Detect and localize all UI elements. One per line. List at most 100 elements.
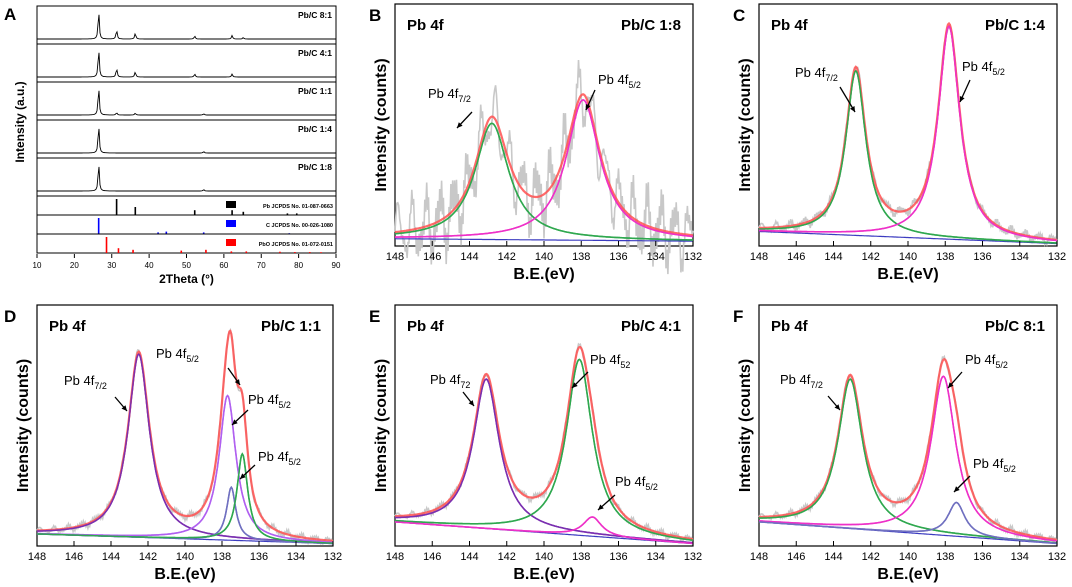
annotation-arrowhead	[598, 504, 604, 510]
x-tick-label: 140	[899, 551, 917, 563]
x-tick-label: 148	[750, 551, 768, 563]
x-tick-label: 144	[824, 251, 842, 263]
x-tick-label: 148	[750, 251, 768, 263]
x-tick-label: 146	[787, 251, 805, 263]
x-tick-label: 146	[423, 551, 441, 563]
x-tick-label: 142	[139, 551, 157, 563]
peak-annotation: Pb 4f5/2	[248, 392, 291, 410]
x-axis-title: B.E.(eV)	[877, 566, 938, 583]
fit-component-line-top	[394, 516, 694, 545]
background-line	[395, 238, 693, 242]
panel-b: B 148 146 144 142 140 138 136 134 132 B.E.(eV) Inte…	[369, 3, 702, 283]
xrd-series-label: Pb/C 1:1	[298, 86, 332, 96]
raw-data-line	[36, 327, 334, 546]
annotation-arrowhead	[959, 96, 965, 102]
xrd-ref-legend-swatch	[226, 239, 236, 246]
fit-component-line-top	[759, 375, 1058, 542]
plot-frame	[758, 3, 1058, 247]
xrd-ref-label: C JCPDS No. 00-026-1080	[266, 223, 333, 229]
raw-data-line	[758, 23, 1058, 247]
x-tick-label: 134	[287, 551, 305, 563]
xrd-strip-frame	[36, 119, 337, 159]
xrd-strip-frame	[36, 5, 337, 45]
x-tick-label: 132	[684, 551, 702, 563]
annotation-arrowhead	[850, 106, 855, 112]
annotation-arrowhead	[468, 400, 474, 406]
x-tick-label: 144	[460, 551, 478, 563]
xrd-tick-label: 50	[182, 261, 191, 270]
x-axis-title: B.E.(eV)	[877, 266, 938, 283]
panel-label-d: D	[4, 307, 16, 326]
peak-annotation: Pb 4f5/2	[965, 352, 1008, 370]
xrd-x-axis-title: 2Theta (°)	[159, 272, 214, 286]
x-axis-title: B.E.(eV)	[154, 566, 215, 583]
plot-frame	[394, 3, 694, 247]
fit-component-line-top	[394, 122, 694, 241]
xrd-series-label: Pb/C 8:1	[298, 10, 332, 20]
x-tick-label: 146	[423, 251, 441, 263]
xrd-series-label: Pb/C 1:4	[298, 124, 332, 134]
sample-label: Pb/C 8:1	[985, 318, 1045, 335]
x-tick-label: 138	[572, 551, 590, 563]
x-tick-label: 138	[572, 251, 590, 263]
fit-component-line-top	[394, 358, 694, 541]
panel-c: C 148 146 144 142 140 138 136 134 132 B.E.(eV) Inte…	[733, 3, 1066, 283]
fit-envelope-line	[758, 21, 1058, 241]
x-tick-label: 146	[65, 551, 83, 563]
x-tick-label: 140	[535, 251, 553, 263]
peak-annotation: Pb 4f7/2	[795, 65, 838, 83]
fit-component-line-top	[758, 501, 1057, 544]
x-tick-label: 136	[609, 551, 627, 563]
peak-annotation: Pb 4f5/2	[615, 474, 658, 492]
annotation-arrowhead	[954, 486, 960, 492]
peak-annotation: Pb 4f7/2	[64, 373, 107, 391]
spectrum-title: Pb 4f	[407, 17, 445, 34]
x-tick-label: 136	[609, 251, 627, 263]
x-tick-label: 148	[386, 251, 404, 263]
annotation-arrowhead	[121, 405, 127, 411]
x-tick-label: 144	[460, 251, 478, 263]
annotation-arrowhead	[234, 379, 240, 385]
sample-label: Pb/C 1:4	[985, 17, 1046, 34]
annotation-arrowhead	[834, 404, 840, 410]
x-tick-label: 140	[535, 551, 553, 563]
fit-envelope-line	[394, 93, 694, 237]
xrd-tick-label: 60	[219, 261, 228, 270]
xrd-series-label: Pb/C 4:1	[298, 48, 332, 58]
panel-a: A Pb/C 8:1 Pb/C 4:1 Pb/C 1:1 Pb/C 1:4 Pb/C 1:…	[4, 5, 341, 286]
fit-component-line-top	[759, 25, 1058, 242]
xrd-tick-label: 80	[294, 261, 303, 270]
fit-component-line-top	[395, 99, 693, 238]
xrd-strip-frame	[36, 43, 337, 83]
x-tick-label: 136	[973, 251, 991, 263]
xrd-series-label: Pb/C 1:8	[298, 162, 332, 172]
panel-label-a: A	[4, 5, 16, 24]
peak-annotation: Pb 4f5/2	[156, 346, 199, 364]
panel-d: D 148 146 144 142 140 138 136 134 132 B.E.(eV) Inte…	[4, 304, 342, 583]
xrd-pattern-line	[37, 14, 336, 40]
spectrum-title: Pb 4f	[49, 318, 87, 335]
y-axis-title: Intensity (counts)	[737, 359, 754, 492]
xrd-y-axis-title: Intensity (a.u.)	[13, 81, 27, 162]
sample-label: Pb/C 1:8	[621, 17, 681, 34]
x-tick-label: 148	[386, 551, 404, 563]
background-line	[759, 230, 1058, 245]
fit-envelope-line	[395, 345, 694, 541]
peak-annotation: Pb 4f72	[430, 372, 470, 390]
x-tick-label: 132	[684, 251, 702, 263]
peak-annotation: Pb 4f5/2	[258, 449, 301, 467]
peak-annotation: Pb 4f52	[590, 352, 630, 370]
xrd-ref-legend-swatch	[226, 201, 236, 208]
x-tick-label: 142	[862, 551, 880, 563]
x-tick-label: 140	[899, 251, 917, 263]
x-tick-label: 134	[647, 551, 665, 563]
sample-label: Pb/C 4:1	[621, 318, 681, 335]
annotation-arrowhead	[572, 382, 578, 388]
y-axis-title: Intensity (counts)	[15, 359, 32, 492]
xrd-tick-label: 20	[70, 261, 79, 270]
fit-component-line-top	[759, 69, 1058, 244]
xrd-pattern-line	[37, 166, 336, 192]
x-tick-label: 148	[28, 551, 46, 563]
x-tick-label: 134	[1011, 251, 1029, 263]
x-tick-label: 136	[250, 551, 268, 563]
